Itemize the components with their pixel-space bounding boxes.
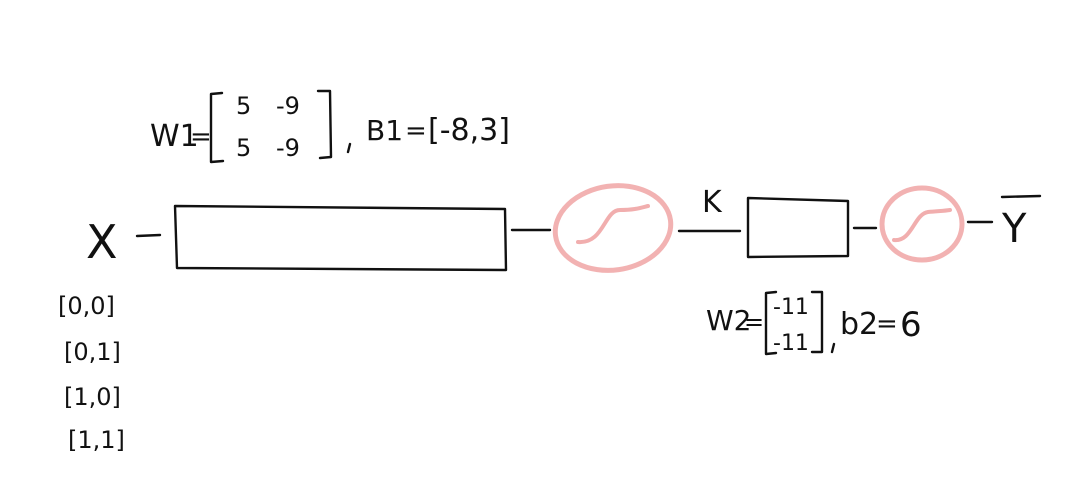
w1-cell-1-1: -9 — [276, 134, 300, 162]
w2-right-bracket — [810, 290, 824, 354]
w1-cell-0-1: -9 — [276, 92, 300, 120]
w1-cell-0-0: 5 — [236, 92, 251, 120]
input-connector — [135, 233, 162, 238]
activation1-sigmoid-icon — [552, 183, 674, 273]
b2-name: b2 — [840, 307, 878, 342]
activation1-curve — [576, 204, 650, 245]
input-row-3: [1,1] — [68, 426, 125, 454]
w2-cell-0-0: -11 — [773, 295, 809, 320]
layer2-box — [746, 196, 878, 259]
layer1-parameters: W1 = 5 -9 5 -9 B1 = [-8,3] — [150, 89, 510, 164]
w2-cell-1-0: -11 — [773, 331, 809, 356]
activation2-sigmoid-icon — [879, 185, 965, 263]
b1-value: [-8,3] — [428, 113, 510, 148]
b1-equals: = — [405, 116, 427, 146]
output-overline — [1000, 194, 1042, 199]
w1-name: W1 — [150, 119, 199, 154]
w2-comma — [830, 342, 836, 354]
layer2-parameters: W2 = -11 -11 b2 = 6 — [706, 290, 922, 356]
layer2-rectangle — [746, 196, 850, 259]
layer1-rectangle — [173, 204, 508, 272]
input-rows: [0,0] [0,1] [1,0] [1,1] — [58, 292, 125, 454]
activation1-ring — [552, 183, 674, 273]
w1-right-bracket — [316, 89, 333, 160]
input-row-2: [1,0] — [64, 383, 121, 411]
hidden-node: K — [677, 185, 742, 233]
w2-left-bracket — [764, 290, 778, 356]
input-row-1: [0,1] — [64, 338, 121, 366]
w1-left-bracket — [209, 91, 225, 164]
hidden-label: K — [702, 185, 723, 220]
w1-equals: = — [190, 122, 212, 152]
w1-cell-1-0: 5 — [236, 134, 251, 162]
input-node: X — [86, 215, 162, 269]
b1-name: B1 — [366, 114, 403, 147]
output-node: Y — [966, 194, 1042, 252]
w2-equals: = — [744, 308, 764, 336]
input-label: X — [86, 215, 118, 269]
b2-equals: = — [876, 309, 898, 339]
activation2-curve — [892, 208, 952, 242]
layer1-box — [173, 204, 552, 272]
b2-value: 6 — [900, 305, 922, 345]
w1-comma — [346, 142, 352, 154]
input-row-0: [0,0] — [58, 292, 115, 320]
w2-name: W2 — [706, 304, 752, 337]
output-label: Y — [1001, 206, 1027, 252]
activation2-ring — [879, 185, 965, 263]
